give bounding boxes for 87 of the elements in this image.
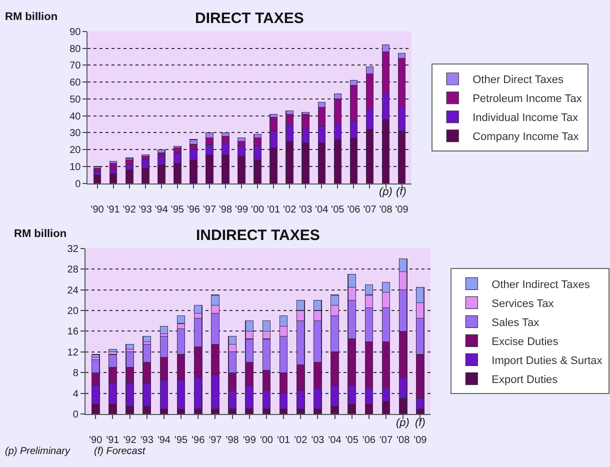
x-tick-label: '03: [299, 204, 313, 216]
chart-title: DIRECT TAXES: [195, 10, 304, 27]
text: (p) Preliminary: [5, 446, 72, 457]
x-tick-label: '09: [414, 435, 428, 446]
y-tick-label: 60: [70, 78, 82, 89]
x-tick-label: '94: [154, 204, 168, 216]
legend-label: Other Indirect Taxes: [492, 279, 590, 292]
x-tick-label: '93: [138, 204, 152, 216]
y-axis-title: RM billion: [5, 11, 58, 23]
legend-label: Excise Duties: [492, 336, 559, 348]
legend-label: Sales Tax: [492, 317, 540, 330]
y-tick-label: 20: [70, 145, 82, 156]
y-tick-label: 80: [70, 44, 82, 55]
y-tick-label: 8: [72, 368, 79, 380]
annotation: (f): [396, 186, 407, 198]
bar: [142, 336, 152, 342]
legend-label: Individual Income Tax: [472, 112, 579, 124]
chart-title: INDIRECT TAXES: [196, 227, 320, 244]
x-tick-label: '03: [311, 435, 325, 446]
y-tick-label: 50: [70, 94, 82, 106]
x-tick-label: '91: [106, 204, 120, 216]
y-tick-label: 70: [70, 60, 82, 72]
y-tick-label: 40: [70, 111, 82, 122]
x-tick-label: '00: [251, 204, 265, 216]
x-tick-label: '96: [192, 435, 206, 446]
legend-label: Petroleum Income Tax: [472, 93, 582, 106]
annotation: (f): [415, 417, 426, 429]
x-tick-label: '01: [267, 204, 281, 216]
bar: [92, 354, 100, 358]
x-tick-label: '97: [208, 435, 222, 446]
x-tick-label: '08: [379, 204, 393, 216]
x-tick-label: '95: [174, 435, 188, 446]
x-tick-label: '07: [363, 204, 377, 216]
x-tick-label: '01: [277, 435, 290, 446]
y-tick-label: 4: [72, 388, 79, 400]
bar: [158, 149, 166, 154]
y-tick-label: 0: [72, 410, 79, 421]
annotation: (p): [396, 417, 410, 429]
x-tick-label: '00: [260, 435, 274, 446]
x-tick-label: '92: [123, 435, 137, 446]
y-axis-title: RM billion: [14, 228, 67, 240]
x-tick-label: '09: [395, 204, 409, 216]
y-tick-label: 20: [67, 306, 79, 318]
legend-label: Services Tax: [492, 298, 554, 310]
legend-label: Other Direct Taxes: [472, 74, 564, 86]
y-tick-label: 32: [67, 244, 79, 255]
x-tick-label: '97: [202, 204, 216, 216]
y-tick-label: 12: [67, 347, 79, 358]
x-tick-label: '90: [89, 435, 103, 446]
x-tick-label: '92: [122, 204, 136, 216]
x-tick-label: '06: [362, 435, 376, 446]
legend-label: Company Income Tax: [472, 131, 580, 144]
x-tick-label: '96: [186, 204, 200, 216]
bar: [160, 326, 168, 334]
bar: [108, 349, 117, 352]
y-tick-label: 90: [70, 26, 82, 38]
y-tick-label: 24: [67, 285, 79, 296]
text: (f) Forecast: [94, 446, 146, 457]
x-tick-label: '05: [345, 435, 359, 446]
legend-label: Import Duties & Surtax: [492, 355, 603, 368]
y-tick-label: 30: [70, 128, 82, 140]
legend-label: Export Duties: [492, 374, 558, 386]
annotation: (p): [379, 186, 393, 198]
x-tick-label: '02: [294, 435, 308, 446]
x-tick-label: '90: [90, 204, 104, 216]
x-tick-label: '07: [380, 435, 393, 446]
x-tick-label: '05: [331, 204, 345, 216]
bar: [109, 172, 118, 184]
y-tick-label: 10: [70, 162, 82, 173]
x-tick-label: '91: [106, 435, 120, 446]
x-tick-label: '06: [347, 204, 361, 216]
x-tick-label: '99: [235, 204, 248, 216]
x-tick-label: '08: [396, 435, 410, 446]
x-tick-label: '04: [315, 204, 329, 216]
x-tick-label: '95: [170, 204, 184, 216]
y-tick-label: 16: [67, 326, 79, 338]
y-tick-label: 0: [75, 178, 82, 190]
bar: [126, 344, 134, 350]
y-tick-label: 28: [67, 264, 79, 276]
x-tick-label: '93: [140, 435, 154, 446]
x-tick-label: '94: [157, 435, 171, 446]
x-tick-label: '02: [283, 204, 297, 216]
x-tick-label: '04: [328, 435, 342, 446]
x-tick-label: '98: [218, 204, 232, 216]
x-tick-label: '99: [242, 435, 256, 446]
x-tick-label: '98: [226, 435, 240, 446]
bar: [109, 162, 118, 170]
